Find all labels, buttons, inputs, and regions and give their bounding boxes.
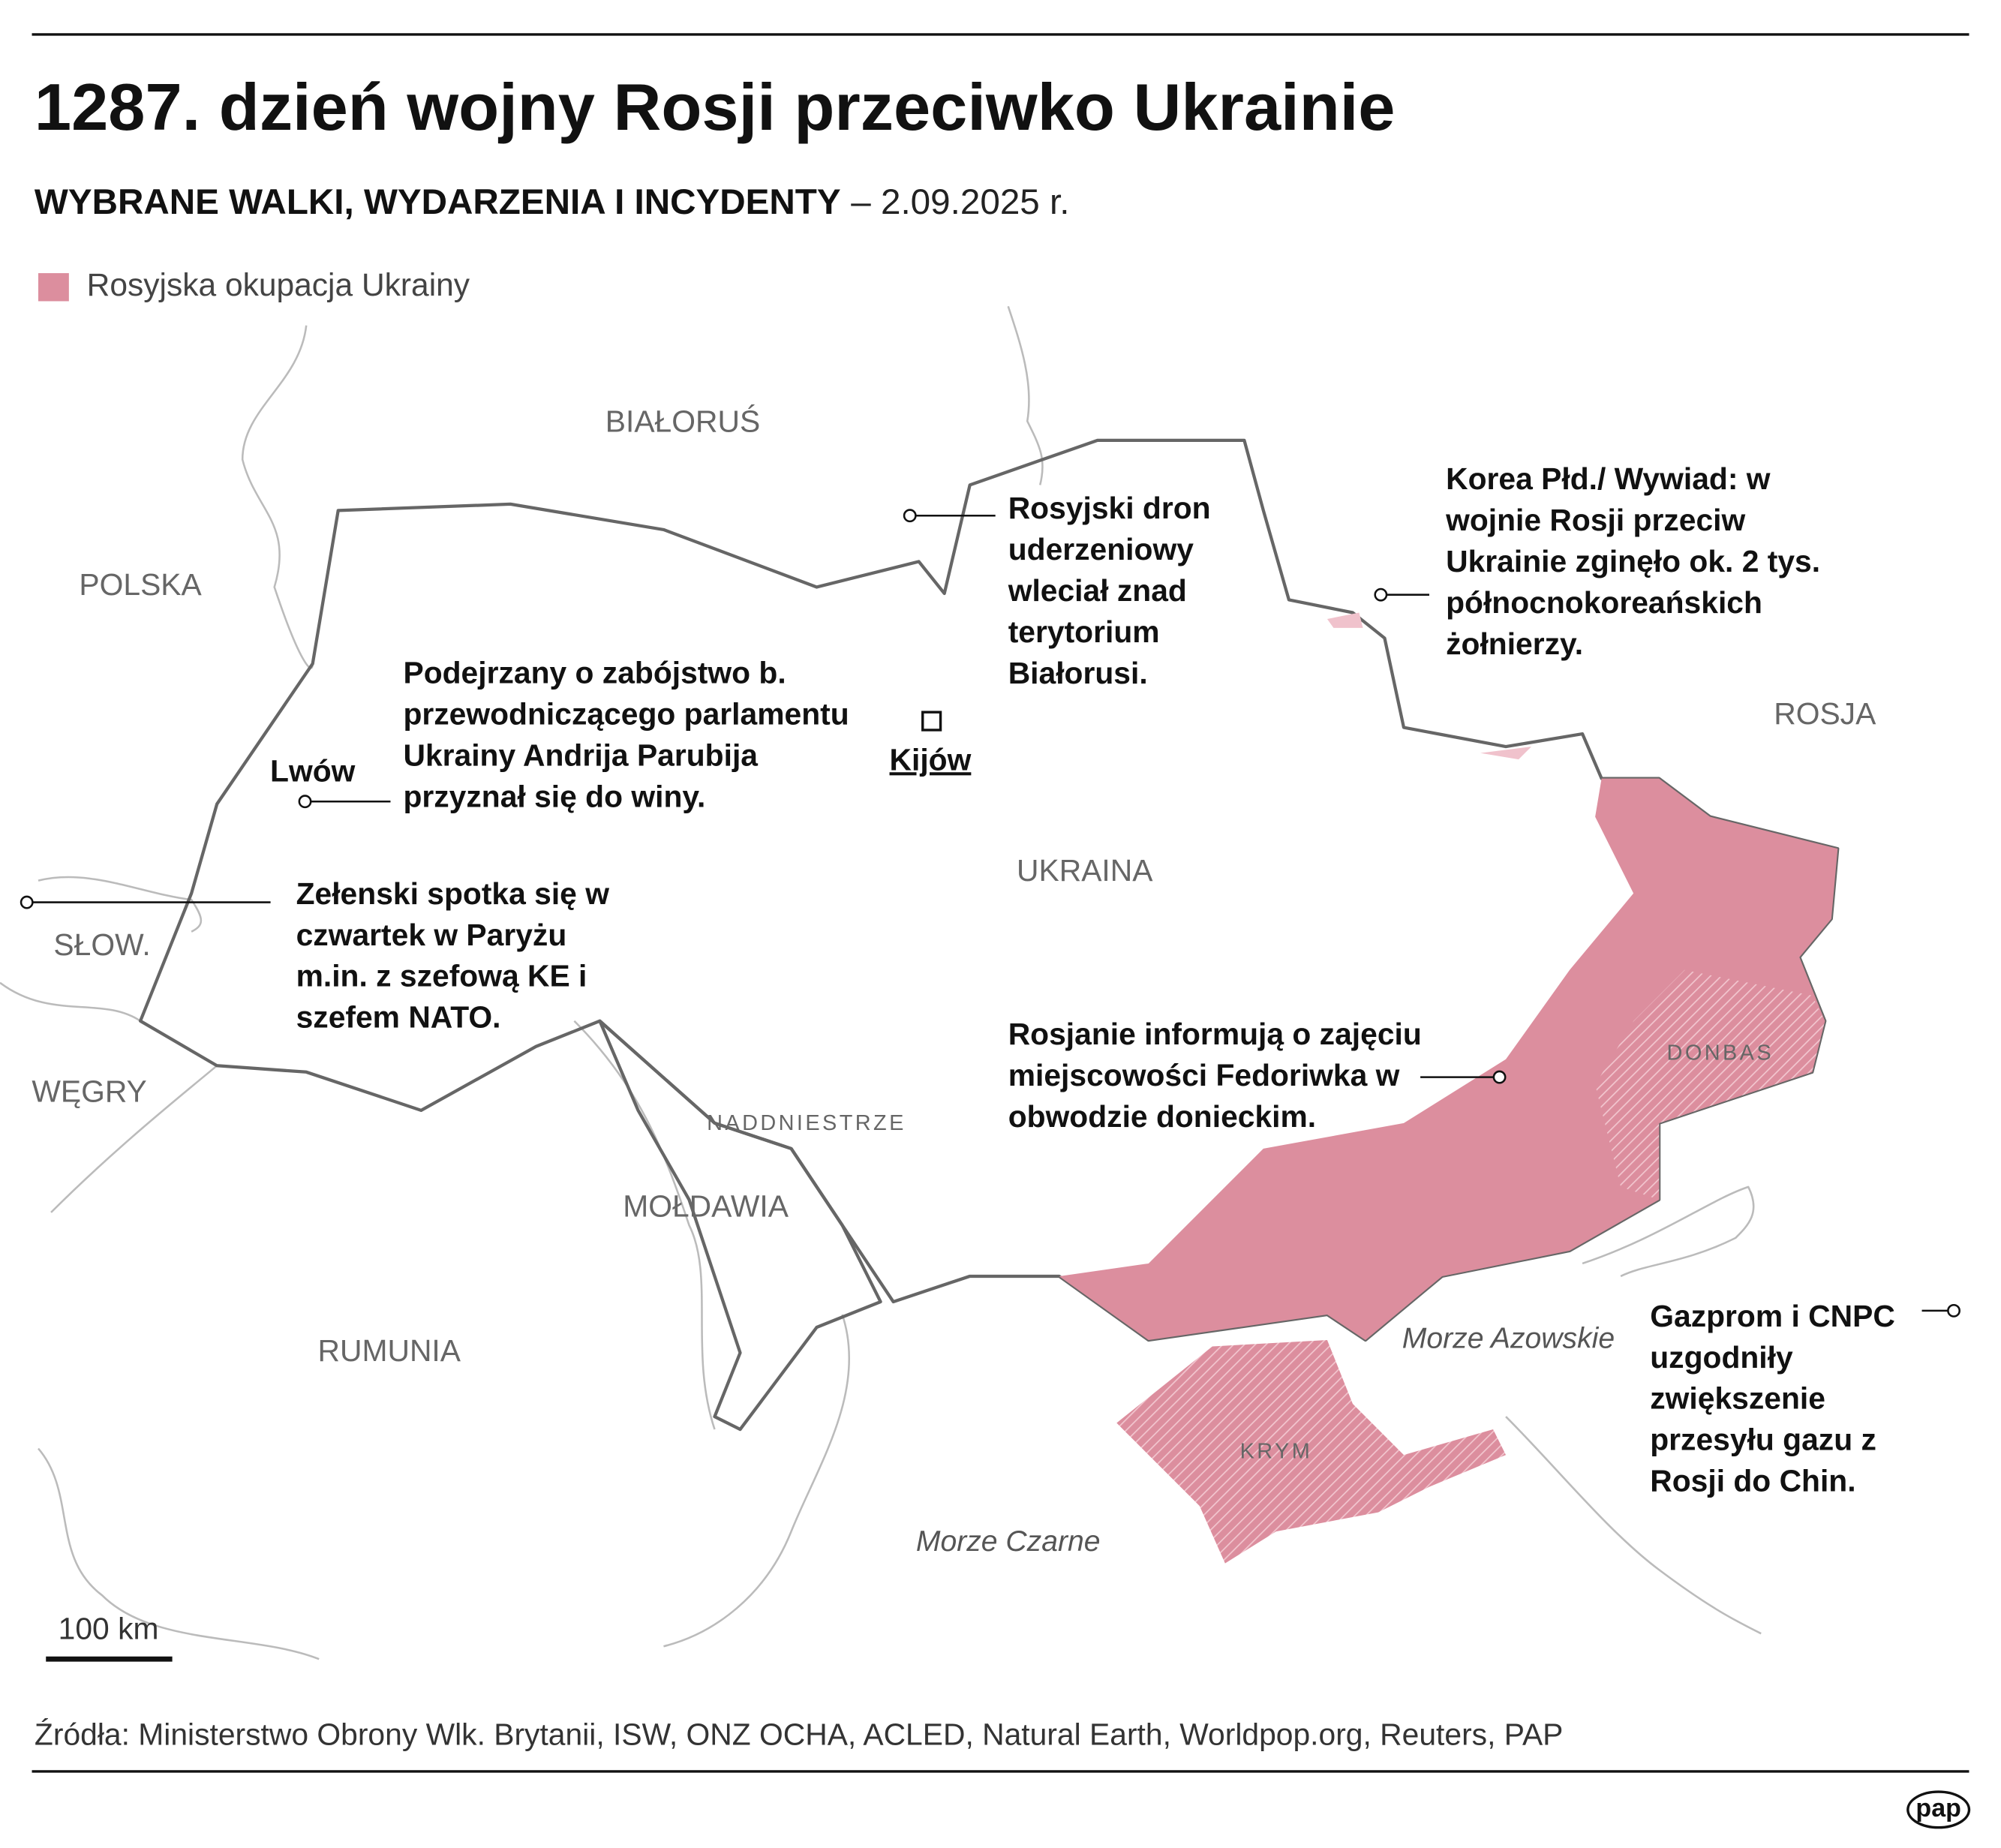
annotation-line: wojnie Rosji przeciw (1445, 503, 1745, 537)
region-label: KRYM (1240, 1439, 1313, 1463)
scale-label: 100 km (59, 1612, 159, 1646)
annotation-line: m.in. z szefową KE i (296, 959, 587, 993)
leaders (20, 509, 1960, 1318)
source: Źródła: Ministerstwo Obrony Wlk. Brytani… (35, 1717, 1563, 1752)
annotation-line: północnokoreańskich (1446, 585, 1762, 620)
moldova-border (598, 1019, 882, 1432)
annotation-line: Rosyjski dron (1008, 491, 1211, 525)
subtitle: WYBRANE WALKI, WYDARZENIA I INCYDENTY – 2… (35, 182, 1070, 222)
logo: pap (1915, 1794, 1960, 1822)
labels: BIAŁORUŚ POLSKA SŁOW. WĘGRY RUMUNIA MOŁD… (32, 404, 1876, 1558)
city-label: Kijów (890, 742, 972, 777)
occupied-north-fringe (1326, 612, 1532, 760)
annotation-line: Korea Płd./ Wywiad: w (1446, 461, 1771, 496)
annotations: Rosyjski dron uderzeniowy wleciał znad tery… (296, 461, 1895, 1498)
region-label: DONBAS (1667, 1041, 1774, 1065)
annotation-line: żołnierzy. (1446, 627, 1583, 661)
capital-marker (921, 711, 942, 732)
annotation-line: Gazprom i CNPC (1650, 1299, 1895, 1333)
annotation-line: zwiększenie (1650, 1381, 1825, 1416)
country-label: MOŁDAWIA (623, 1189, 789, 1224)
subtitle-date: – 2.09.2025 r. (851, 182, 1069, 222)
annotation-line: Podejrzany o zabójstwo b. (403, 656, 786, 690)
subtitle-bold: WYBRANE WALKI, WYDARZENIA I INCYDENTY (35, 182, 841, 222)
country-label: SŁOW. (53, 927, 150, 962)
annotation-line: przesyłu gazu z (1650, 1423, 1876, 1457)
annotation-line: uderzeniowy (1008, 532, 1194, 566)
annotation-line: obwodzie donieckim. (1008, 1099, 1316, 1134)
sea-label: Morze Czarne (916, 1525, 1101, 1558)
region-label: NADDNIESTRZE (707, 1111, 906, 1135)
country-label: POLSKA (79, 567, 202, 602)
country-label: RUMUNIA (318, 1333, 461, 1368)
crimea (1116, 1339, 1507, 1564)
annotation-line: czwartek w Paryżu (296, 918, 567, 952)
annotation-line: przewodniczącego parlamentu (403, 697, 849, 732)
map (0, 305, 1840, 1660)
legend-label: Rosyjska okupacja Ukrainy (87, 268, 470, 303)
annotation-line: Białorusi. (1008, 656, 1148, 690)
sea-label: Morze Azowskie (1402, 1322, 1615, 1354)
annotation-line: Ukrainy Andrija Parubija (403, 738, 758, 772)
title: 1287. dzień wojny Rosji przeciwko Ukrain… (35, 70, 1396, 144)
annotation-line: terytorium (1008, 614, 1160, 649)
annotation-line: Ukrainie zginęło ok. 2 tys. (1446, 544, 1820, 578)
annotation-line: uzgodniły (1650, 1340, 1793, 1375)
country-label: UKRAINA (1017, 853, 1153, 888)
legend-swatch (38, 273, 69, 302)
logo-frame (1906, 1790, 1971, 1829)
country-label: BIAŁORUŚ (605, 404, 760, 439)
country-label: ROSJA (1774, 696, 1876, 731)
occupied-area (1059, 778, 1838, 1340)
annotation-line: przyznał się do winy. (403, 779, 705, 813)
annotation-line: Rosji do Chin. (1650, 1464, 1855, 1498)
annotation-line: Rosjanie informują o zajęciu (1008, 1017, 1422, 1051)
city-label: Lwów (270, 754, 356, 789)
country-label: WĘGRY (32, 1074, 146, 1109)
annotation-line: miejscowości Fedoriwka w (1008, 1058, 1400, 1092)
annotation-line: Zełenski spotka się w (296, 876, 610, 911)
donbas (1595, 969, 1825, 1200)
annotation-line: wleciał znad (1008, 573, 1187, 608)
annotation-line: szefem NATO. (296, 1000, 501, 1035)
